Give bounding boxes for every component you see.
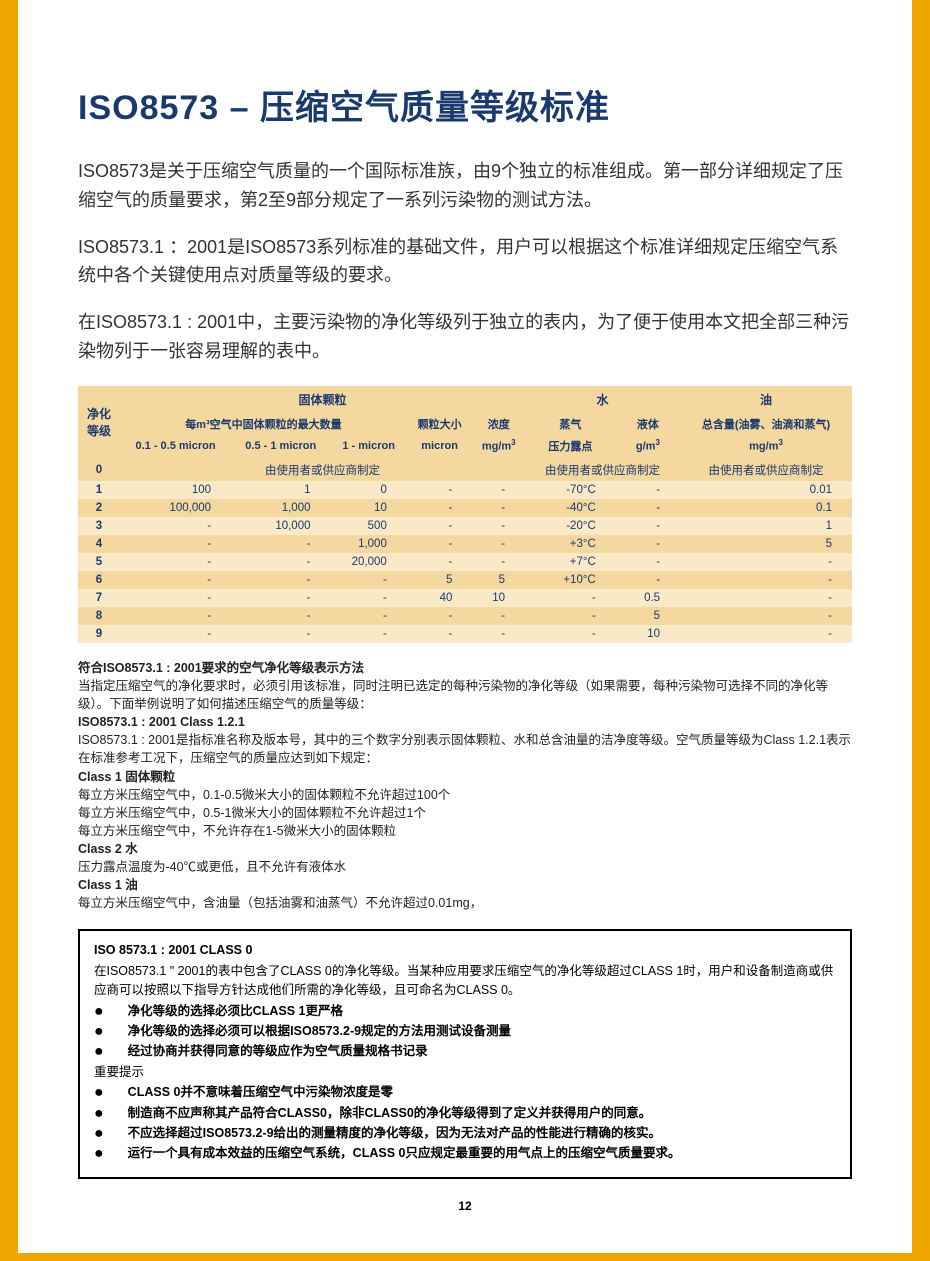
bullet-text: CLASS 0并不意味着压缩空气中污染物浓度是零 bbox=[128, 1083, 836, 1102]
table-row: 7---4010-0.5- bbox=[78, 589, 852, 607]
bullet-item: ● 净化等级的选择必须比CLASS 1更严格 bbox=[94, 1002, 836, 1021]
table-row: 5--20,000--+7°C-- bbox=[78, 553, 852, 571]
bullet-text: 经过协商并获得同意的等级应作为空气质量规格书记录 bbox=[128, 1042, 836, 1061]
bullet-icon: ● bbox=[94, 1042, 104, 1061]
sub-c7: g/m3 bbox=[616, 435, 680, 459]
page-container: ISO8573 – 压缩空气质量等级标准 ISO8573是关于压缩空气质量的一个… bbox=[18, 0, 912, 1253]
bullet-text: 运行一个具有成本效益的压缩空气系统，CLASS 0只应规定最重要的用气点上的压缩… bbox=[128, 1144, 836, 1163]
sub-c4: micron bbox=[407, 435, 473, 459]
bullet-text: 不应选择超过ISO8573.2-9给出的测量精度的净化等级，因为无法对产品的性能… bbox=[128, 1124, 836, 1143]
spec-h2: ISO8573.1 : 2001 Class 1.2.1 bbox=[78, 713, 852, 731]
spec-h4: Class 2 水 bbox=[78, 840, 852, 858]
spec-p4: 压力露点温度为-40℃或更低，且不允许有液体水 bbox=[78, 858, 852, 876]
bullet-item: ● 不应选择超过ISO8573.2-9给出的测量精度的净化等级，因为无法对产品的性… bbox=[94, 1124, 836, 1143]
sub-c3: 1 - micron bbox=[331, 435, 407, 459]
bullet-icon: ● bbox=[94, 1124, 104, 1143]
water-group-header: 水 bbox=[525, 386, 680, 413]
particle-size-header: 颗粒大小 bbox=[407, 413, 473, 435]
table-row: 110010---70°C-0.01 bbox=[78, 481, 852, 499]
bullet-icon: ● bbox=[94, 1144, 104, 1163]
table-row: 6---55+10°C-- bbox=[78, 571, 852, 589]
sub-c5: mg/m3 bbox=[472, 435, 525, 459]
class-label-header: 净化等级 bbox=[78, 386, 120, 459]
classification-table: 净化等级 固体颗粒 水 油 每m³空气中固体颗粒的最大数量 颗粒大小 浓度 蒸气… bbox=[78, 386, 852, 643]
solid-group-header: 固体颗粒 bbox=[120, 386, 525, 413]
spec-p3a: 每立方米压缩空气中，0.1-0.5微米大小的固体颗粒不允许超过100个 bbox=[78, 786, 852, 804]
table-row: 0由使用者或供应商制定由使用者或供应商制定由使用者或供应商制定 bbox=[78, 459, 852, 481]
concentration-header: 浓度 bbox=[472, 413, 525, 435]
box-note-title: 重要提示 bbox=[94, 1063, 836, 1082]
bullet-item: ● 净化等级的选择必须可以根据ISO8573.2-9规定的方法用测试设备测量 bbox=[94, 1022, 836, 1041]
max-particles-header: 每m³空气中固体颗粒的最大数量 bbox=[120, 413, 407, 435]
table-mid-header-row: 每m³空气中固体颗粒的最大数量 颗粒大小 浓度 蒸气 液体 总含量(油雾、油滴和… bbox=[78, 413, 852, 435]
class0-box: ISO 8573.1 : 2001 CLASS 0 在ISO8573.1 " 2… bbox=[78, 929, 852, 1179]
oil-total-header: 总含量(油雾、油滴和蒸气) bbox=[680, 413, 852, 435]
table-body: 0由使用者或供应商制定由使用者或供应商制定由使用者或供应商制定110010---… bbox=[78, 459, 852, 643]
bullet-text: 净化等级的选择必须比CLASS 1更严格 bbox=[128, 1002, 836, 1021]
bullet-item: ● 经过协商并获得同意的等级应作为空气质量规格书记录 bbox=[94, 1042, 836, 1061]
box-title: ISO 8573.1 : 2001 CLASS 0 bbox=[94, 941, 836, 960]
table-row: 9------10- bbox=[78, 625, 852, 643]
bullet-item: ● CLASS 0并不意味着压缩空气中污染物浓度是零 bbox=[94, 1083, 836, 1102]
spec-h1: 符合ISO8573.1 : 2001要求的空气净化等级表示方法 bbox=[78, 659, 852, 677]
table-row: 2100,0001,00010---40°C-0.1 bbox=[78, 499, 852, 517]
spec-p1: 当指定压缩空气的净化要求时，必须引用该标准，同时注明已选定的每种污染物的净化等级… bbox=[78, 677, 852, 713]
bullet-item: ● 运行一个具有成本效益的压缩空气系统，CLASS 0只应规定最重要的用气点上的压… bbox=[94, 1144, 836, 1163]
sub-c2: 0.5 - 1 micron bbox=[231, 435, 330, 459]
intro-paragraph-1: ISO8573是关于压缩空气质量的一个国际标准族，由9个独立的标准组成。第一部分… bbox=[78, 157, 852, 215]
intro-paragraph-2: ISO8573.1 ：2001是ISO8573系列标准的基础文件，用户可以根据这… bbox=[78, 233, 852, 291]
bullet-text: 制造商不应声称其产品符合CLASS0，除非CLASS0的净化等级得到了定义并获得… bbox=[128, 1104, 836, 1123]
sub-c1: 0.1 - 0.5 micron bbox=[120, 435, 231, 459]
spec-p3b: 每立方米压缩空气中，0.5-1微米大小的固体颗粒不允许超过1个 bbox=[78, 804, 852, 822]
oil-group-header: 油 bbox=[680, 386, 852, 413]
bullet-item: ● 制造商不应声称其产品符合CLASS0，除非CLASS0的净化等级得到了定义并获… bbox=[94, 1104, 836, 1123]
table-row: 8------5- bbox=[78, 607, 852, 625]
bullet-icon: ● bbox=[94, 1002, 104, 1021]
vapor-header: 蒸气 bbox=[525, 413, 616, 435]
spec-p5: 每立方米压缩空气中，含油量（包括油雾和油蒸气）不允许超过0.01mg， bbox=[78, 894, 852, 912]
page-title: ISO8573 – 压缩空气质量等级标准 bbox=[78, 80, 852, 129]
spec-p3c: 每立方米压缩空气中，不允许存在1-5微米大小的固体颗粒 bbox=[78, 822, 852, 840]
spec-h5: Class 1 油 bbox=[78, 876, 852, 894]
bullet-icon: ● bbox=[94, 1083, 104, 1102]
bullet-text: 净化等级的选择必须可以根据ISO8573.2-9规定的方法用测试设备测量 bbox=[128, 1022, 836, 1041]
table-sub-header-row: 0.1 - 0.5 micron 0.5 - 1 micron 1 - micr… bbox=[78, 435, 852, 459]
table-group-header-row: 净化等级 固体颗粒 水 油 bbox=[78, 386, 852, 413]
box-bullets-group-2: ● CLASS 0并不意味着压缩空气中污染物浓度是零 ● 制造商不应声称其产品符合CL… bbox=[94, 1083, 836, 1164]
spec-p2: ISO8573.1 : 2001是指标准名称及版本号，其中的三个数字分别表示固体… bbox=[78, 731, 852, 767]
sub-c6: 压力露点 bbox=[525, 435, 616, 459]
table-row: 4--1,000--+3°C-5 bbox=[78, 535, 852, 553]
bullet-icon: ● bbox=[94, 1104, 104, 1123]
sub-c8: mg/m3 bbox=[680, 435, 852, 459]
liquid-header: 液体 bbox=[616, 413, 680, 435]
spec-h3: Class 1 固体颗粒 bbox=[78, 768, 852, 786]
intro-paragraph-3: 在ISO8573.1 : 2001中，主要污染物的净化等级列于独立的表内，为了便… bbox=[78, 308, 852, 366]
table-row: 3-10,000500---20°C-1 bbox=[78, 517, 852, 535]
box-bullets-group-1: ● 净化等级的选择必须比CLASS 1更严格 ● 净化等级的选择必须可以根据ISO85… bbox=[94, 1002, 836, 1062]
box-intro: 在ISO8573.1 " 2001的表中包含了CLASS 0的净化等级。当某种应… bbox=[94, 962, 836, 1001]
specification-section: 符合ISO8573.1 : 2001要求的空气净化等级表示方法 当指定压缩空气的… bbox=[78, 659, 852, 913]
bullet-icon: ● bbox=[94, 1022, 104, 1041]
page-number: 12 bbox=[78, 1199, 852, 1213]
